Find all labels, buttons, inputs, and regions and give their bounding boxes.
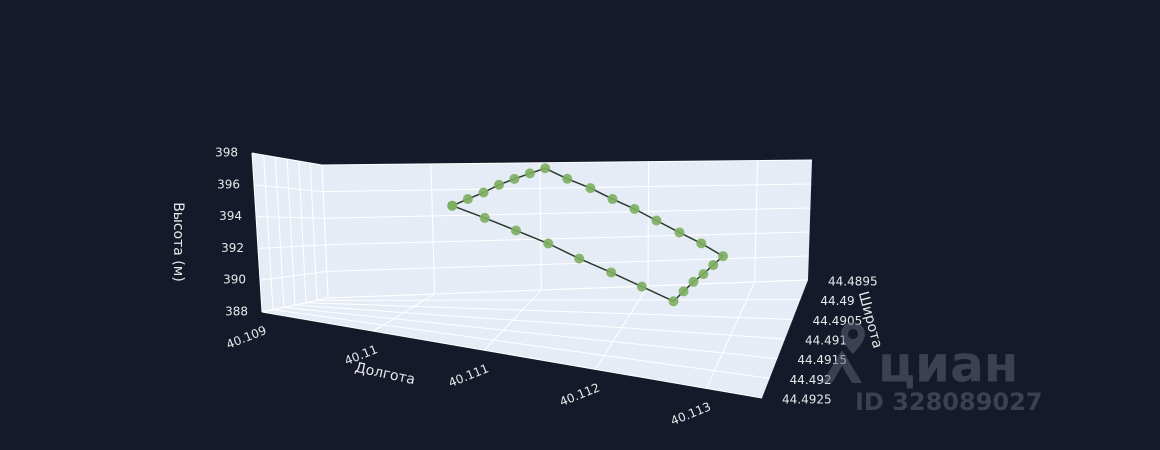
marker [708, 259, 719, 270]
grid-line [251, 152, 263, 313]
grid-line [309, 162, 318, 301]
grid-line [316, 299, 801, 301]
back-wall [322, 160, 812, 298]
watermark-brand: циан [878, 336, 1018, 394]
grid-line [257, 244, 326, 249]
marker [543, 238, 554, 249]
grid-line [259, 270, 327, 281]
marker [494, 179, 505, 190]
y-tick-label: 44.49 [820, 294, 854, 308]
marker [636, 281, 647, 292]
marker [511, 225, 522, 236]
grid-line [263, 154, 274, 310]
marker [574, 253, 585, 264]
marker [688, 276, 699, 287]
z-axis-title: Высота (м) [170, 202, 186, 282]
marker [674, 227, 685, 238]
grid-line [251, 152, 323, 166]
marker [462, 194, 473, 205]
grid-line [274, 156, 285, 308]
grid-line [325, 231, 810, 246]
watermark: циан ID 328089027 [822, 322, 1043, 416]
marker [509, 173, 520, 184]
marker [629, 203, 640, 214]
y-tick-label: 44.491 [805, 334, 847, 348]
z-tick-label: 396 [217, 177, 240, 191]
marker [479, 212, 490, 223]
marker [447, 200, 458, 211]
marker [718, 251, 729, 262]
grid-line [305, 302, 793, 320]
grid-line [286, 158, 296, 306]
marker [585, 183, 596, 194]
grid-line [255, 216, 325, 219]
grid-line [321, 159, 813, 166]
marker [606, 267, 617, 278]
watermark-pin [841, 322, 865, 354]
grid-line [298, 160, 307, 303]
marker [678, 286, 689, 297]
marker [478, 187, 489, 198]
grid-line [754, 160, 759, 283]
marker [540, 163, 551, 174]
marker [562, 173, 573, 184]
grid-line [326, 255, 809, 272]
grid-line [430, 163, 436, 295]
grid-line [321, 164, 329, 299]
floor [262, 280, 808, 398]
z-tick-label: 394 [219, 209, 242, 223]
walls [252, 153, 812, 398]
watermark-id: ID 328089027 [855, 388, 1043, 416]
grid-line [253, 184, 324, 193]
grid-line [539, 162, 542, 291]
y-tick-label: 44.492 [790, 373, 832, 387]
grid-line [261, 311, 763, 399]
marker [651, 215, 662, 226]
grid-line [324, 207, 811, 219]
grid-line [283, 306, 778, 360]
marker [607, 194, 618, 205]
y-tick-label: 44.4925 [782, 393, 832, 407]
z-tick-label: 398 [215, 146, 238, 160]
marker [698, 269, 709, 280]
marks [447, 163, 729, 307]
z-tick-label: 390 [223, 273, 246, 287]
grid [251, 152, 813, 399]
grid-line [323, 183, 812, 193]
y-tick-label: 44.4895 [828, 275, 878, 289]
grid-line [647, 161, 650, 287]
grid-line [261, 297, 329, 313]
grid-line [272, 309, 770, 379]
z-tick-label: 392 [221, 241, 244, 255]
marker [668, 296, 679, 307]
z-tick-label: 388 [225, 305, 248, 319]
grid-line [327, 279, 809, 299]
marker [696, 238, 707, 249]
marker [524, 168, 535, 179]
watermark-logo [822, 350, 862, 383]
grid-line [294, 304, 786, 340]
